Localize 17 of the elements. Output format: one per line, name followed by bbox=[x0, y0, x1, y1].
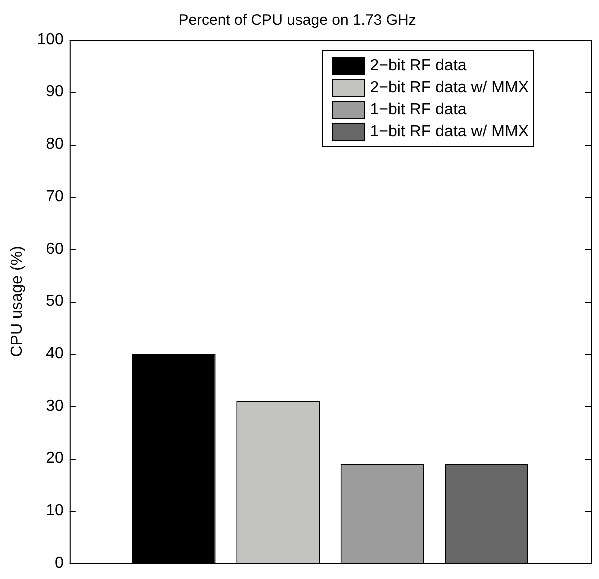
y-tick-label: 0 bbox=[54, 554, 64, 572]
legend-label: 1−bit RF data bbox=[370, 101, 467, 118]
y-tick-label: 70 bbox=[46, 188, 64, 206]
y-tick-label: 20 bbox=[46, 450, 64, 468]
y-axis-title: CPU usage (%) bbox=[9, 246, 26, 358]
y-tick-label: 90 bbox=[46, 84, 64, 101]
y-tick-label: 10 bbox=[46, 502, 64, 520]
chart-title: Percent of CPU usage on 1.73 GHz bbox=[178, 12, 416, 30]
y-tick-label: 30 bbox=[46, 398, 64, 415]
y-tick-label: 40 bbox=[46, 345, 64, 362]
y-tick-label: 80 bbox=[46, 136, 64, 154]
legend-label: 2−bit RF data w/ MMX bbox=[370, 79, 530, 96]
y-tick-label: 60 bbox=[46, 240, 64, 258]
legend-label: 2−bit RF data bbox=[370, 57, 467, 74]
y-tick-label: 100 bbox=[37, 31, 64, 48]
legend-label: 1−bit RF data w/ MMX bbox=[370, 123, 530, 140]
y-tick-label: 50 bbox=[46, 293, 64, 310]
